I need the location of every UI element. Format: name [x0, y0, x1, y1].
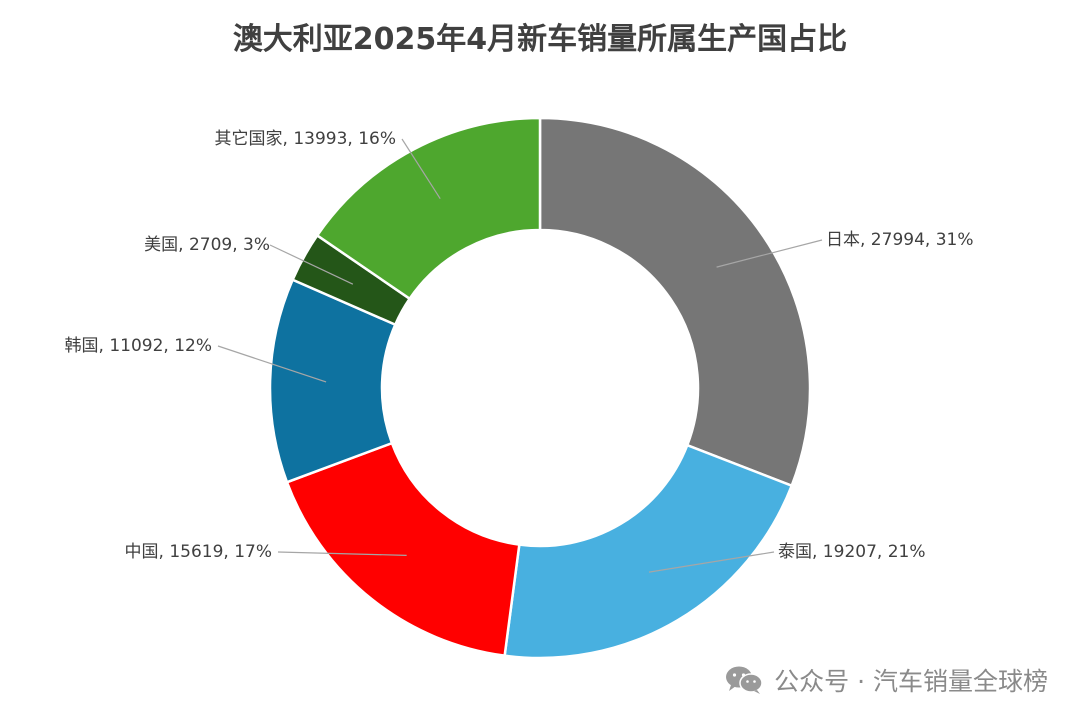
data-label-5: 其它国家, 13993, 16% — [215, 129, 396, 149]
leader-line-0 — [716, 239, 823, 268]
data-label-2: 中国, 15619, 17% — [125, 542, 272, 562]
slices-layer — [268, 116, 812, 660]
leader-lines-layer — [217, 138, 823, 573]
donut-slice-2 — [285, 441, 521, 658]
data-label-4: 美国, 2709, 3% — [144, 235, 270, 255]
data-label-1: 泰国, 19207, 21% — [778, 542, 925, 562]
data-label-3: 韩国, 11092, 12% — [65, 336, 212, 356]
chart-title: 澳大利亚2025年4月新车销量所属生产国占比 — [232, 22, 848, 57]
data-label-0: 日本, 27994, 31% — [826, 230, 973, 250]
donut-slice-5 — [315, 116, 542, 301]
donut-slice-0 — [538, 116, 812, 488]
leader-line-2 — [277, 551, 407, 556]
data-labels-layer: 日本, 27994, 31% 泰国, 19207, 21% 中国, 15619, 1… — [65, 129, 974, 562]
donut-slice-1 — [503, 443, 794, 660]
leader-line-4 — [269, 244, 354, 285]
leader-line-5 — [401, 138, 441, 200]
watermark-text: 公众号 · 汽车销量全球榜 — [774, 667, 1048, 696]
leader-line-1 — [648, 551, 775, 573]
wechat-icon — [726, 666, 763, 694]
watermark: 公众号 · 汽车销量全球榜 — [724, 662, 1048, 698]
leader-line-3 — [217, 345, 327, 383]
